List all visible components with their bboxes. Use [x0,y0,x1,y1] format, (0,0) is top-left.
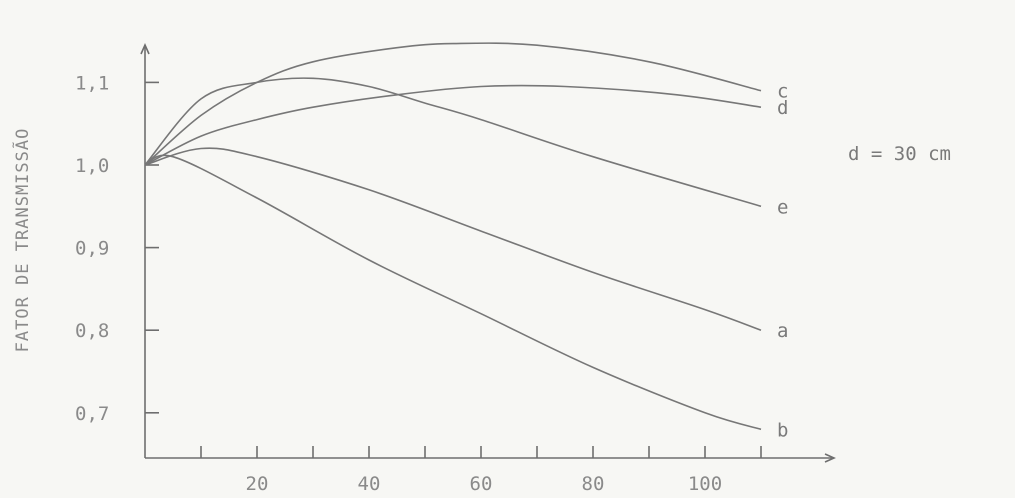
x-tick-label: 80 [582,473,605,495]
curve-a [144,147,762,331]
curve-d [144,84,762,166]
x-tick-label: 40 [358,473,381,495]
curve-c [144,42,762,166]
y-tick-label: 0,9 [75,238,109,260]
series-label-c: c [777,81,788,103]
curve-e [144,77,762,208]
x-tick-label: 100 [688,473,722,495]
distance-annotation: d = 30 cm [848,143,951,165]
series-label-a: a [777,320,788,342]
y-tick-label: 0,8 [75,320,109,342]
y-tick-label: 0,7 [75,403,109,425]
series-label-e: e [777,196,788,218]
curve-b [144,154,762,431]
series-label-d: d [777,97,788,119]
y-axis-arrow [140,43,150,55]
y-axis-label: FATOR DE TRANSMISSÃO [11,128,33,353]
y-tick-label: 1,1 [75,72,109,94]
x-axis-arrow [824,453,836,463]
series-label-b: b [777,419,788,441]
x-tick-label: 20 [246,473,269,495]
y-tick-label: 1,0 [75,155,109,177]
x-tick-label: 60 [470,473,493,495]
